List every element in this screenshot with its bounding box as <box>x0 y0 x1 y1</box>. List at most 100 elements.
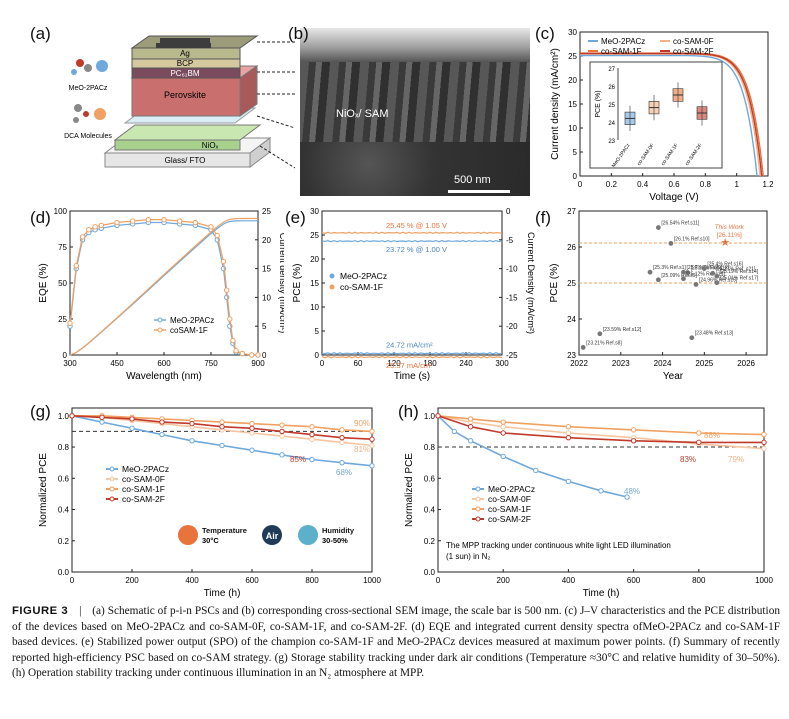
y-tick-label: 25 <box>310 231 319 240</box>
jv-series-meo-2pacz-line <box>580 54 758 177</box>
x-axis-label: Time (h) <box>583 588 620 598</box>
scatter-point <box>685 270 691 275</box>
g-series-co-sam-1f-point <box>249 420 255 427</box>
inset-y-axis-label: PCE (%) <box>595 90 602 117</box>
x-tick-label: 0 <box>436 576 441 585</box>
x-tick-label: 750 <box>204 359 218 368</box>
y-tick-label: 1.0 <box>58 412 70 421</box>
legend-label: coSAM-1F <box>170 326 208 335</box>
legend-label: co-SAM-0F <box>488 494 531 504</box>
value-annotation: 81% <box>354 445 370 454</box>
x-axis-label: Voltage (V) <box>649 192 698 203</box>
condition-note-temperature: (1 sun) in N₂ <box>446 552 490 561</box>
ag-electrode <box>130 35 259 60</box>
y-tick-label: 0.6 <box>58 474 70 483</box>
sem-label-nio-sam: NiOₓ/ SAM <box>336 108 389 120</box>
g-series-co-sam-1f-point <box>309 424 315 430</box>
x-tick-label: 0.8 <box>700 180 712 189</box>
this-work-value: [26.11%] <box>717 232 742 239</box>
value-annotation: 48% <box>624 487 640 496</box>
eqe-series-cosam-1f-point <box>67 320 73 327</box>
g-series-meo-2pacz-point <box>99 419 105 425</box>
operation-stability-chart: 0 200 400 600 800 1000 0.0 0.2 0.4 0.6 0.8 1.0 Time … <box>404 407 773 598</box>
eqe-series-cosam-1f-point <box>223 287 230 293</box>
y-axis-label: Current density (mA/cm²) <box>550 48 561 160</box>
h-series-meo-2pacz-point <box>451 428 457 435</box>
legend-marker <box>475 486 481 492</box>
x-tick-label: 600 <box>627 576 641 585</box>
figure-number: FIGURE 3 <box>12 605 69 617</box>
scatter-point-label: [26.54% Ref.s11] <box>661 221 700 227</box>
condition-title: Air <box>266 531 279 541</box>
h-series-co-sam-2f-point <box>565 434 572 441</box>
plot-frame <box>437 407 765 573</box>
g-series-co-sam-2f-point <box>159 419 165 425</box>
x-tick-label: 200 <box>497 576 511 585</box>
y2-tick-label: -5 <box>506 236 514 245</box>
figure-caption: FIGURE 3 | (a) Schematic of p-i-n PSCs a… <box>12 605 780 680</box>
g-series-co-sam-0f-point <box>339 439 345 446</box>
sem-scale-bar <box>448 190 510 193</box>
panel-label-b: (b) <box>288 24 309 43</box>
eqe-series-cosam-1f-point <box>145 216 152 223</box>
eqe-series-cosam-1f-point <box>230 337 236 344</box>
spo-series-co-sam-1f-current-line <box>321 355 503 359</box>
y-tick-label: 0.4 <box>58 506 70 515</box>
g-series-co-sam-2f-point <box>69 413 75 419</box>
h-series-meo-2pacz-point <box>565 478 572 485</box>
g-series-meo-2pacz-point <box>369 463 375 469</box>
layer-label-ag: Ag <box>180 49 190 58</box>
inset-y-tick-label: 24 <box>608 121 615 127</box>
thermometer-icon <box>178 525 198 545</box>
y2-tick-label: 0 <box>262 351 267 360</box>
eqe-series-cosam-1f-point <box>92 224 98 230</box>
y-axis-label: Normalized PCE <box>404 453 415 527</box>
spo-series-co-sam-1f-pce-line <box>321 231 503 235</box>
legend-label: co-SAM-2F <box>673 47 714 56</box>
layer-label-glass: Glass/ FTO <box>165 156 206 165</box>
scatter-point-label: [25.27% Ref. s21] <box>716 266 756 272</box>
plot-frame <box>71 407 373 573</box>
panel-label-c: (c) <box>535 24 555 43</box>
x-tick-label: 0.2 <box>606 180 618 189</box>
y-tick-label: 15 <box>310 279 319 288</box>
legend-label: MeO-2PACz <box>122 464 169 474</box>
g-series-meo-2pacz-point <box>309 456 315 463</box>
scatter-point-label: [25.4% Ref.s16] <box>707 262 743 268</box>
x-tick-label: 2024 <box>654 359 672 368</box>
x-tick-label: 1000 <box>755 576 773 585</box>
legend-label: MeO-2PACz <box>170 316 214 325</box>
scatter-point <box>693 282 699 287</box>
scatter-point-label: [25.01% Ref.s17] <box>720 276 759 282</box>
legend-label: MeO-2PACz <box>601 37 645 46</box>
x-axis-label: Time (s) <box>394 371 430 382</box>
x-tick-label: 400 <box>562 576 576 585</box>
storage-stability-chart: 0 200 400 600 800 1000 0.0 0.2 0.4 0.6 0.8 1.0 Time … <box>38 407 381 598</box>
eqe-series-cosam-1f-line <box>69 219 258 356</box>
y2-tick-label: -25 <box>506 351 518 360</box>
h-series-meo-2pacz-point <box>624 494 630 500</box>
h-series-meo-2pacz-point <box>598 488 604 494</box>
h-series-co-sam-1f-point <box>696 430 702 436</box>
panel-label-g: (g) <box>30 402 51 421</box>
g-series-co-sam-1f-point <box>219 419 225 425</box>
device-schematic: Ag BCP PC₆₁BM Perovskite NiOₓ Glass/ FTO… <box>64 35 295 169</box>
y-tick-label: 25 <box>58 315 67 324</box>
y-tick-label: 23 <box>567 351 576 360</box>
eqe-series-cosam-1f-point <box>129 218 136 224</box>
y-tick-label: 50 <box>58 279 67 288</box>
scatter-point <box>714 273 720 279</box>
scatter-point-label: [24.96% Ref.s15] <box>699 277 738 283</box>
molecule-label-dca: DCA Molecules <box>64 133 112 140</box>
h-series-co-sam-2f-point <box>500 430 506 436</box>
x-tick-label: 0 <box>320 359 325 368</box>
eqe-series-cosam-1f-point <box>239 350 246 357</box>
condition-title: Humidity <box>322 526 355 535</box>
scatter-point-label: [25.09% Ref.s9] <box>661 273 697 279</box>
this-work-label: This Work <box>715 224 745 231</box>
legend-label: co-SAM-0F <box>673 37 714 46</box>
x-tick-label: 300 <box>63 359 77 368</box>
value-annotation: 68% <box>336 468 352 477</box>
h-series-co-sam-1f-point <box>565 424 572 430</box>
